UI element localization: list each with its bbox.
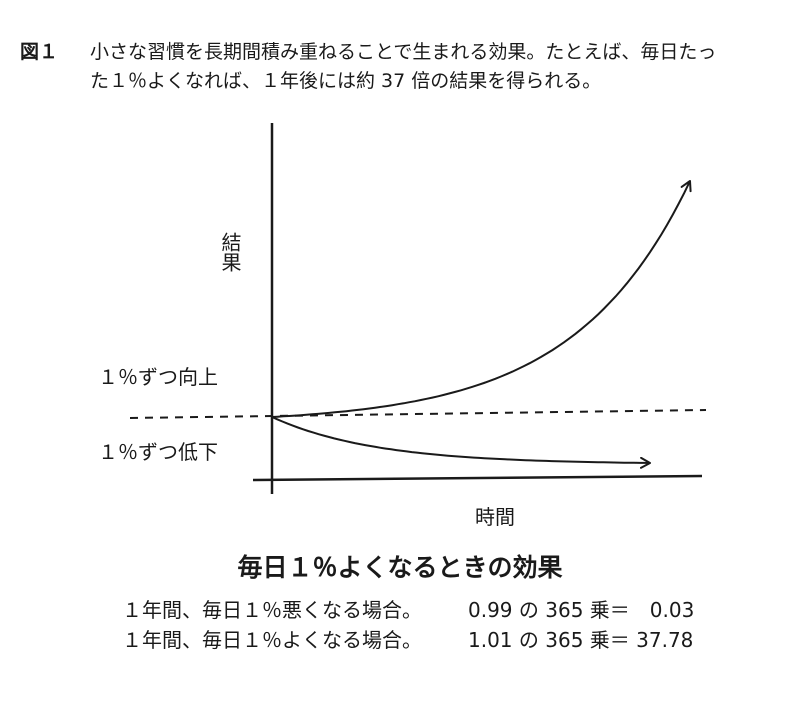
caption-text: 小さな習慣を長期間積み重ねることで生まれる効果。たとえば、毎日たっ た１％よくな…: [90, 38, 790, 96]
x-axis: [252, 474, 703, 482]
summary-condition: １年間、毎日１％悪くなる場合。: [122, 598, 422, 622]
series-label-up: １％ずつ向上: [98, 365, 218, 389]
summary-calculation: 0.99 の 365 乗＝ 0.03: [468, 598, 695, 622]
caption-line-2: た１％よくなれば、１年後には約 37 倍の結果を得られる。: [90, 70, 602, 92]
figure-label: 図１: [20, 41, 59, 63]
y-axis-label: 結果: [218, 232, 242, 272]
series-label-down: １％ずつ低下: [98, 440, 218, 464]
summary-calculation: 1.01 の 365 乗＝ 37.78: [468, 628, 694, 652]
summary-condition: １年間、毎日１％よくなる場合。: [122, 628, 422, 652]
summary-title: 毎日１％よくなるときの効果: [237, 553, 563, 582]
x-axis-label: 時間: [475, 505, 515, 529]
caption-line-1: 小さな習慣を長期間積み重ねることで生まれる効果。たとえば、毎日たっ: [90, 41, 717, 63]
decline-curve: [271, 416, 651, 469]
baseline-dashed: [129, 409, 707, 419]
improvement-curve: [271, 180, 692, 418]
